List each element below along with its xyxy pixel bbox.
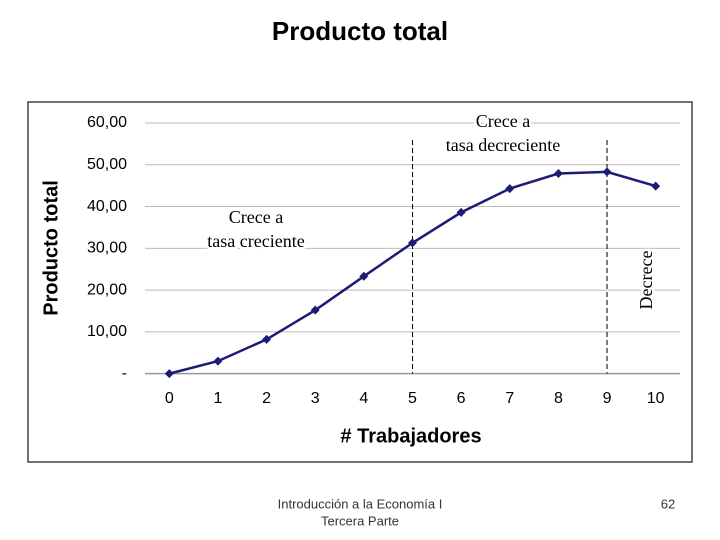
data-point xyxy=(408,238,417,248)
annotation: Decrece xyxy=(636,251,656,310)
x-tick-label: 9 xyxy=(603,390,612,407)
data-point xyxy=(602,167,612,177)
data-point xyxy=(651,181,661,191)
x-axis-label: # Trabajadores xyxy=(340,425,481,447)
page-number: 62 xyxy=(661,496,675,511)
x-tick-label: 4 xyxy=(359,390,368,407)
x-tick-label: 5 xyxy=(408,390,417,407)
x-tick-label: 6 xyxy=(457,390,466,407)
x-tick-label: 8 xyxy=(554,390,563,407)
y-tick-label: 10,00 xyxy=(87,323,127,340)
slide-title: Producto total xyxy=(272,16,448,46)
footer-line: Tercera Parte xyxy=(321,513,399,528)
annotation: tasa creciente xyxy=(207,231,304,251)
y-axis-label: Producto total xyxy=(40,180,62,316)
y-tick-label: 50,00 xyxy=(87,156,127,173)
annotation: Crece a xyxy=(476,111,530,131)
data-point xyxy=(553,169,563,179)
x-tick-label: 7 xyxy=(505,390,514,407)
data-point xyxy=(164,369,174,379)
y-tick-label: 30,00 xyxy=(87,240,127,257)
data-point xyxy=(505,184,515,194)
data-point xyxy=(213,356,223,366)
y-tick-label: - xyxy=(122,365,127,382)
data-point xyxy=(359,271,369,281)
annotation: tasa decreciente xyxy=(446,135,560,155)
x-tick-label: 1 xyxy=(214,390,223,407)
chart-frame xyxy=(27,101,693,463)
x-tick-label: 10 xyxy=(647,390,665,407)
x-tick-label: 0 xyxy=(165,390,174,407)
data-point xyxy=(262,334,272,344)
y-tick-label: 20,00 xyxy=(87,281,127,298)
data-point xyxy=(310,305,320,315)
x-tick-label: 2 xyxy=(262,390,271,407)
y-tick-label: 40,00 xyxy=(87,198,127,215)
y-tick-label: 60,00 xyxy=(87,114,127,131)
x-tick-label: 3 xyxy=(311,390,320,407)
footer-line: Introducción a la Economía I xyxy=(278,496,443,511)
annotation: Crece a xyxy=(229,207,283,227)
data-point xyxy=(456,207,466,217)
